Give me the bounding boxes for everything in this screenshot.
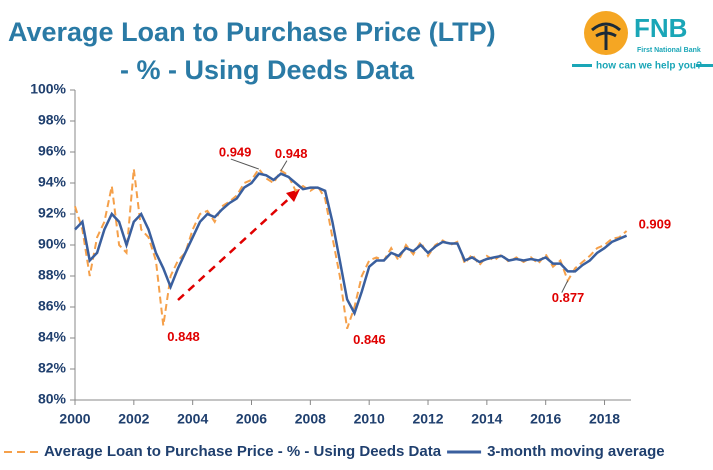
y-tick-label: 94% (38, 174, 67, 190)
logo-bar (696, 64, 713, 67)
y-tick-label: 84% (38, 329, 67, 345)
y-tick-label: 92% (38, 205, 67, 221)
logo-bar (572, 64, 592, 67)
y-tick-label: 100% (30, 81, 66, 97)
legend-label: 3-month moving average (487, 443, 665, 460)
chart-subtitle: - % - Using Deeds Data (120, 55, 415, 85)
x-tick-label: 2000 (59, 411, 90, 427)
x-tick-label: 2006 (236, 411, 267, 427)
x-tick-label: 2014 (471, 411, 502, 427)
logo-subname: First National Bank (637, 47, 701, 54)
annotation: 0.877 (552, 290, 585, 305)
legend-label: Average Loan to Purchase Price - % - Usi… (44, 443, 442, 460)
annotation: 0.949 (219, 144, 252, 159)
y-tick-label: 86% (38, 298, 67, 314)
logo-tree (591, 22, 621, 50)
x-tick-label: 2016 (530, 411, 561, 427)
annotation-leader (561, 280, 569, 293)
annotation-leader (280, 160, 288, 171)
y-tick-label: 82% (38, 360, 67, 376)
x-tick-label: 2018 (589, 411, 620, 427)
y-tick-label: 96% (38, 143, 67, 159)
x-tick-label: 2002 (118, 411, 149, 427)
x-tick-label: 2008 (295, 411, 326, 427)
y-tick-label: 88% (38, 267, 67, 283)
logo-tagline: how can we help you? (596, 61, 702, 72)
x-tick-label: 2004 (177, 411, 208, 427)
x-tick-label: 2012 (412, 411, 443, 427)
logo-name: FNB (634, 13, 687, 43)
logo: FNB First National Bank how can we help … (572, 11, 713, 72)
series-line (74, 172, 628, 317)
y-tick-label: 98% (38, 112, 67, 128)
chart-title: Average Loan to Purchase Price (LTP) (8, 17, 496, 47)
trend-arrow (177, 193, 295, 301)
trend-arrowhead (286, 189, 300, 202)
x-tick-label: 2010 (354, 411, 385, 427)
y-tick-label: 80% (38, 391, 67, 407)
annotation: 0.848 (167, 329, 200, 344)
annotation: 0.948 (275, 146, 308, 161)
annotation-leader (230, 158, 260, 170)
annotation: 0.909 (639, 216, 672, 231)
y-tick-label: 90% (38, 236, 67, 252)
annotation: 0.846 (353, 332, 386, 347)
